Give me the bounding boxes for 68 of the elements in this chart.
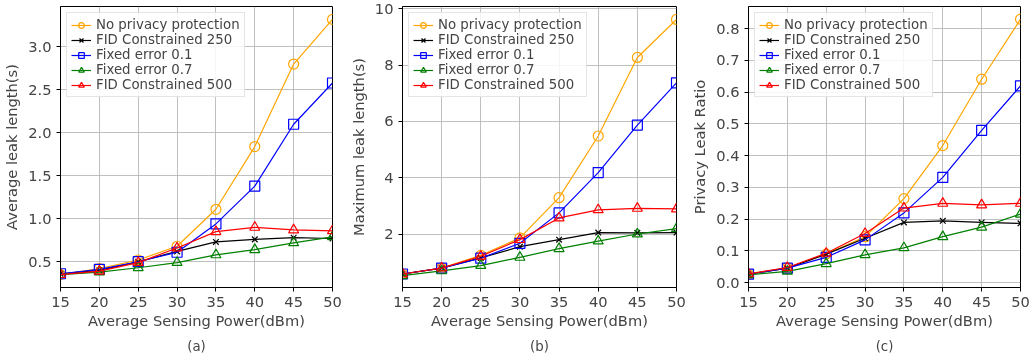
x-axis-title: Average Sensing Power(dBm) — [431, 311, 648, 329]
x-tick-label: 40 — [245, 292, 265, 310]
y-tick-label: 0.3 — [716, 178, 740, 196]
x-tick-label: 50 — [667, 292, 686, 310]
y-tick-label: 0.5 — [716, 114, 740, 132]
legend-label: FID Constrained 500 — [438, 77, 575, 92]
x-tick-label: 40 — [588, 292, 608, 310]
x-tick-label: 50 — [1011, 292, 1030, 310]
x-tick-label: 45 — [284, 292, 303, 310]
x-tick-label: 30 — [510, 292, 530, 310]
x-tick-label: 15 — [51, 292, 70, 310]
text: (b) — [530, 338, 549, 354]
y-tick-label: 0.2 — [716, 210, 740, 228]
x-tick-label: 15 — [739, 292, 758, 310]
legend-label: No privacy protection — [438, 17, 582, 32]
y-tick-label: 8 — [384, 56, 394, 74]
x-tick-label: 40 — [933, 292, 953, 310]
x-tick-label: 20 — [90, 292, 109, 310]
x-axis-title: Average Sensing Power(dBm) — [88, 311, 305, 329]
x-tick-label: 30 — [855, 292, 875, 310]
legend-label: FID Constrained 500 — [96, 77, 233, 92]
x-tick-label: 25 — [471, 292, 491, 310]
y-tick-label: 3.0 — [28, 37, 52, 55]
x-tick-label: 35 — [206, 292, 226, 310]
legend-label: No privacy protection — [96, 17, 240, 32]
y-tick-label: 0.7 — [716, 51, 740, 69]
y-tick-label: 2 — [384, 225, 394, 242]
y-tick-label: 4 — [384, 168, 394, 186]
x-tick-label: 30 — [167, 292, 187, 310]
y-tick-label: 0.5 — [28, 252, 52, 270]
legend-label: No privacy protection — [784, 17, 928, 32]
x-tick-label: 25 — [816, 292, 836, 310]
y-tick-label: 0.6 — [716, 83, 740, 101]
legend-label: Fixed error 0.1 — [784, 47, 881, 62]
y-axis-title: Maximum leak length(s) — [349, 58, 367, 236]
x-tick-label: 45 — [972, 292, 991, 310]
y-tick-label: 0.4 — [716, 146, 740, 164]
legend-label: FID Constrained 250 — [784, 32, 921, 47]
legend-label: Fixed error 0.7 — [96, 62, 193, 77]
x-tick-label: 35 — [549, 292, 569, 310]
y-axis-title: Average leak length(s) — [3, 64, 21, 230]
x-tick-label: 15 — [393, 292, 412, 310]
x-tick-label: 50 — [323, 292, 342, 310]
legend-label: Fixed error 0.7 — [438, 62, 535, 77]
text: (c) — [875, 338, 894, 354]
y-tick-label: 0.1 — [716, 241, 740, 259]
y-tick-label: 0.8 — [716, 19, 740, 37]
legend-label: Fixed error 0.1 — [96, 47, 193, 62]
y-tick-label: 1.5 — [28, 166, 52, 184]
x-tick-label: 25 — [128, 292, 148, 310]
legend-label: Fixed error 0.7 — [784, 62, 881, 77]
y-tick-label: 2.0 — [28, 123, 52, 141]
legend-label: FID Constrained 250 — [96, 32, 233, 47]
y-tick-label: 2.5 — [28, 80, 52, 98]
y-tick-label: 1.0 — [28, 209, 52, 227]
y-tick-label: 10 — [374, 0, 394, 17]
legend-label: FID Constrained 250 — [438, 32, 575, 47]
legend-label: FID Constrained 500 — [784, 77, 921, 92]
x-tick-label: 45 — [628, 292, 647, 310]
legend-label: Fixed error 0.1 — [438, 47, 535, 62]
x-tick-label: 20 — [432, 292, 451, 310]
y-axis-title: Privacy Leak Ratio — [691, 79, 709, 215]
text: (a) — [187, 338, 206, 354]
y-tick-label: 0.0 — [716, 273, 740, 291]
x-tick-label: 20 — [778, 292, 797, 310]
x-tick-label: 35 — [894, 292, 914, 310]
x-axis-title: Average Sensing Power(dBm) — [776, 311, 993, 329]
y-tick-label: 6 — [384, 112, 394, 130]
